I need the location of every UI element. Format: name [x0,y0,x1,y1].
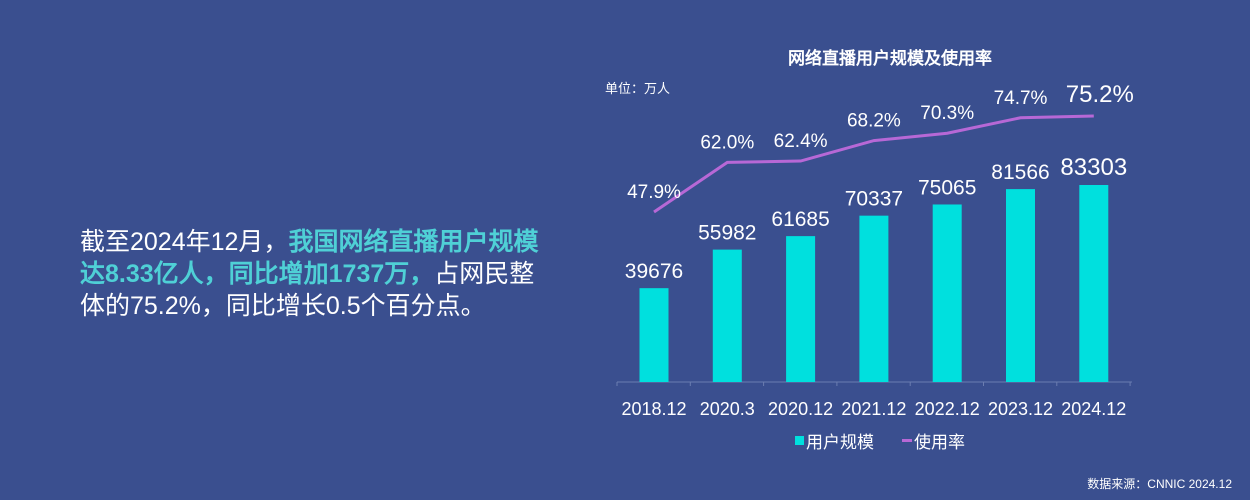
bar [1079,185,1109,382]
x-tick-label: 2023.12 [988,399,1053,419]
bar-value-label: 61685 [771,208,829,231]
unit-label: 单位：万人 [605,82,671,97]
x-tick-label: 2020.3 [700,399,755,419]
legend-line-label: 使用率 [914,433,965,453]
rate-value-label: 47.9% [627,182,681,203]
bar [859,215,889,382]
bar-swatch-icon [795,436,804,445]
rate-line [653,114,1094,214]
x-tick-label: 2018.12 [621,399,686,419]
bar-value-label: 55982 [698,222,756,245]
summary-part3: 占网民整体的75.2%，同比增长0.5个百分点。 [80,260,535,320]
bar [712,249,742,382]
summary-highlight: 我国网络直播用户规模达8.33亿人，同比增加1737万， [80,228,539,288]
rate-value-label: 70.3% [920,103,974,124]
chart-title: 网络直播用户规模及使用率 [788,49,992,69]
bar [932,204,962,382]
legend: 用户规模 使用率 [795,428,965,453]
bar [786,236,816,382]
x-tick-label: 2022.12 [915,399,980,419]
x-tick-label: 2021.12 [841,399,906,419]
rate-value-label: 62.4% [774,131,828,152]
legend-item-line: 使用率 [902,428,965,453]
bar-value-label: 83303 [1060,154,1127,181]
summary-text: 截至2024年12月，我国网络直播用户规模达8.33亿人，同比增加1737万，占… [80,226,550,322]
bar-value-label: 39676 [625,260,683,283]
x-tick-label: 2020.12 [768,399,833,419]
bar-value-label: 81566 [991,161,1049,184]
bar-value-label: 70337 [845,188,903,211]
legend-item-bar: 用户规模 [795,428,874,453]
rate-value-label: 74.7% [994,88,1048,109]
bar [1006,189,1035,382]
rate-value-label: 68.2% [847,111,901,132]
line-swatch-icon [902,439,912,442]
bar-value-label: 75065 [918,176,976,199]
legend-bar-label: 用户规模 [806,433,874,453]
summary-part1: 截至2024年12月， [80,228,289,256]
data-source: 数据来源：CNNIC 2024.12 [1087,477,1232,491]
rate-value-label: 62.0% [700,132,754,153]
x-tick-label: 2024.12 [1061,399,1126,419]
bar [639,288,669,382]
rate-value-label: 75.2% [1066,81,1134,108]
